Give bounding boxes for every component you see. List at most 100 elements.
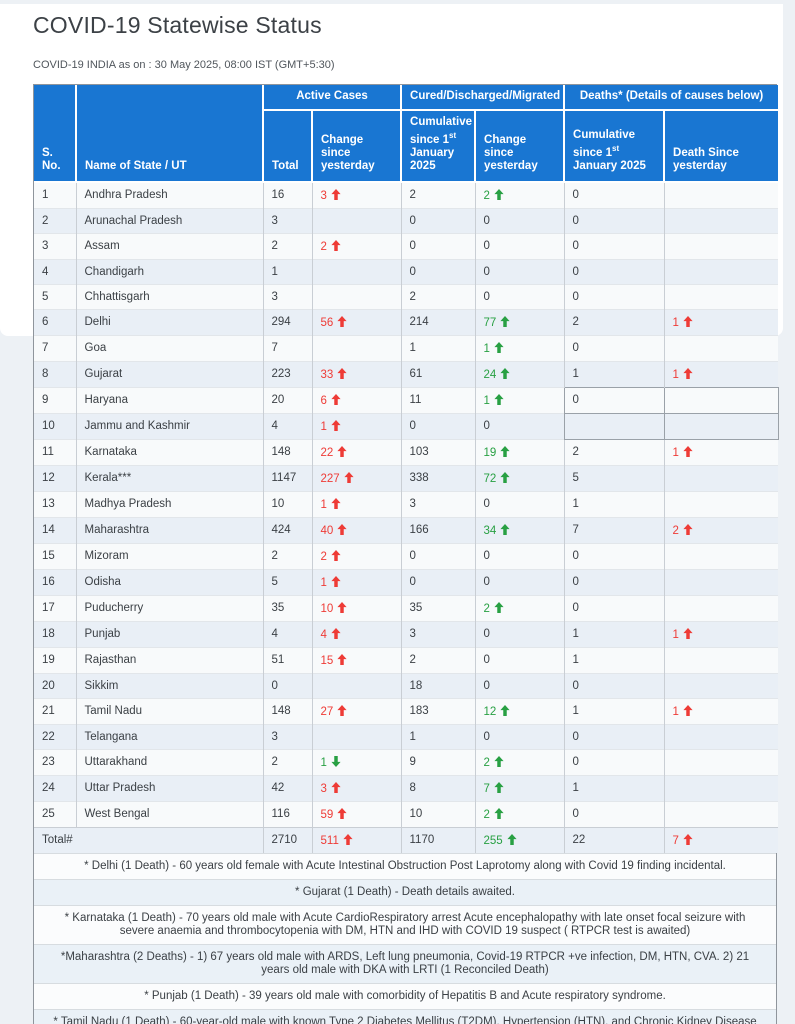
death-change-cell: 7 — [663, 826, 779, 853]
active-change-cell — [311, 334, 402, 362]
active-change-cell — [311, 207, 402, 234]
active-change-cell: 56 — [311, 308, 402, 336]
deaths-cumulative-cell: 0 — [563, 232, 665, 260]
state-name-cell: Tamil Nadu — [75, 697, 263, 725]
cured-change-cell: 0 — [474, 542, 565, 570]
up-arrow-icon — [500, 704, 510, 716]
page-title: COVID-19 Statewise Status — [33, 12, 322, 38]
table-row: 10 Jammu and Kashmir 4 1 0 0 — [34, 412, 779, 440]
cured-change-cell: 0 — [474, 207, 565, 234]
sno-cell: 18 — [34, 620, 76, 648]
sno-cell: 6 — [34, 308, 76, 336]
up-arrow-icon — [331, 575, 341, 587]
death-cause-note: * Tamil Nadu (1 Death) - 60-year-old mal… — [34, 1008, 776, 1024]
deaths-cumulative-cell: 0 — [563, 334, 665, 362]
death-cause-notes: * Delhi (1 Death) - 60 years old female … — [34, 852, 776, 1024]
death-change-cell: 1 — [663, 697, 779, 725]
cured-cumulative-cell: 3 — [400, 620, 476, 648]
cured-cumulative-cell: 0 — [400, 542, 476, 570]
up-arrow-icon — [683, 833, 693, 845]
state-name-cell: Telangana — [75, 723, 263, 750]
table-row: 19 Rajasthan 51 15 2 0 1 — [34, 646, 779, 674]
up-arrow-icon — [683, 523, 693, 535]
table-body: 1 Andhra Pradesh 16 3 2 2 0 2 Arunachal Pradesh 3… — [34, 181, 779, 853]
covid-statewise-table: S. No. Name of State / UT Active Cases C… — [34, 85, 779, 853]
active-total-cell: 16 — [262, 181, 312, 209]
change-value: 1 — [672, 368, 679, 381]
active-change-cell: 10 — [311, 594, 402, 622]
death-change-cell: 1 — [663, 438, 779, 466]
state-name-cell: Gujarat — [75, 360, 263, 388]
cured-cumulative-cell: 2 — [400, 181, 476, 209]
table-row: 25 West Bengal 116 59 10 2 0 — [34, 800, 779, 828]
death-change-cell — [663, 207, 779, 234]
active-change-cell: 227 — [311, 464, 402, 492]
up-arrow-icon — [683, 704, 693, 716]
change-value: 0 — [483, 550, 490, 563]
death-change-cell — [663, 723, 779, 750]
change-value: 40 — [320, 524, 334, 537]
change-value: 56 — [320, 316, 334, 329]
death-change-cell: 1 — [663, 620, 779, 648]
sno-cell: 11 — [34, 438, 76, 466]
up-arrow-icon — [500, 523, 510, 535]
header-cumulative-text2: January 2025 — [410, 146, 455, 172]
change-value: 2 — [483, 808, 490, 821]
state-name-cell: West Bengal — [75, 800, 263, 828]
up-arrow-icon — [337, 807, 347, 819]
state-name-cell: Chhattisgarh — [75, 283, 263, 310]
death-change-cell — [663, 232, 779, 260]
up-arrow-icon — [337, 367, 347, 379]
death-cause-note: *Maharashtra (2 Deaths) - 1) 67 years ol… — [34, 943, 776, 983]
change-value: 12 — [483, 705, 497, 718]
cured-cumulative-cell: 0 — [400, 232, 476, 260]
deaths-cumulative-cell: 0 — [563, 542, 665, 570]
deaths-cumulative-cell: 0 — [563, 800, 665, 828]
change-value: 2 — [320, 240, 327, 253]
header-active-change: Change since yesterday — [310, 109, 403, 183]
cured-change-cell: 77 — [474, 308, 565, 336]
header-cumulative-sup: st — [612, 144, 620, 153]
sno-cell: 14 — [34, 516, 76, 544]
change-value: 255 — [483, 834, 503, 847]
cured-cumulative-cell: 183 — [400, 697, 476, 725]
table-row: 22 Telangana 3 1 0 0 — [34, 723, 779, 750]
death-change-cell — [663, 774, 779, 802]
active-change-cell: 15 — [311, 646, 402, 674]
active-change-cell: 1 — [311, 748, 402, 776]
active-total-cell: 5 — [262, 568, 312, 596]
active-total-cell: 3 — [262, 283, 312, 310]
active-total-cell: 3 — [262, 723, 312, 750]
header-cumulative-text2: January 2025 — [573, 159, 646, 172]
state-name-cell: Jammu and Kashmir — [75, 412, 263, 440]
up-arrow-icon — [331, 188, 341, 200]
active-change-cell — [311, 672, 402, 699]
up-arrow-icon — [337, 523, 347, 535]
change-value: 19 — [483, 446, 497, 459]
table-row: 13 Madhya Pradesh 10 1 3 0 1 — [34, 490, 779, 518]
change-value: 0 — [483, 679, 490, 692]
table-total-row: Total# 2710 511 1170 255 22 7 — [34, 826, 779, 853]
deaths-cumulative-cell: 0 — [563, 594, 665, 622]
state-name-cell: Uttar Pradesh — [75, 774, 263, 802]
death-change-cell — [663, 800, 779, 828]
header-group-active-cases: Active Cases — [261, 85, 403, 111]
active-change-cell: 511 — [311, 826, 402, 853]
death-change-cell — [663, 181, 779, 209]
table-row: 2 Arunachal Pradesh 3 0 0 0 — [34, 207, 779, 234]
change-value: 3 — [320, 189, 327, 202]
cured-change-cell: 2 — [474, 800, 565, 828]
change-value: 1 — [320, 498, 327, 511]
state-name-cell: Chandigarh — [75, 258, 263, 285]
active-total-cell: 4 — [262, 620, 312, 648]
state-name-cell: Uttarakhand — [75, 748, 263, 776]
cured-change-cell: 19 — [474, 438, 565, 466]
active-change-cell: 2 — [311, 232, 402, 260]
change-value: 0 — [483, 628, 490, 641]
up-arrow-icon — [494, 807, 504, 819]
deaths-cumulative-cell: 0 — [563, 723, 665, 750]
up-arrow-icon — [343, 833, 353, 845]
state-name-cell: Sikkim — [75, 672, 263, 699]
change-value: 15 — [320, 654, 334, 667]
table-row: 11 Karnataka 148 22 103 19 2 1 — [34, 438, 779, 466]
